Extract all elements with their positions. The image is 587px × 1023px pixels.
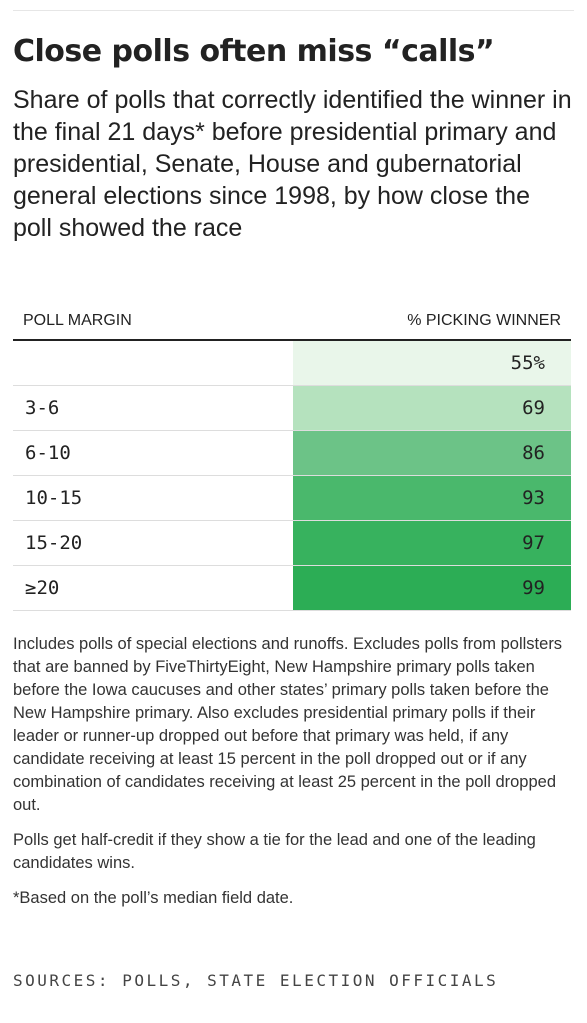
footnote-field-date: *Based on the poll’s median field date. [13,889,294,907]
picking-winner-value: 86 [522,442,545,464]
sources-line: SOURCES: POLLS, STATE ELECTION OFFICIALS [13,971,499,990]
table-row: 3-6 69 [13,386,571,431]
row-divider [13,610,571,611]
picking-winner-value: 93 [522,487,545,509]
chart-subtitle: Share of polls that correctly identified… [13,86,572,242]
picking-winner-value: 97 [522,532,545,554]
value-cell [293,476,571,521]
header-rule [13,339,571,341]
value-cell [293,521,571,566]
row-divider [13,565,571,566]
poll-margin-label: 10-15 [25,487,83,509]
chart-title: Close polls often miss “calls” [13,34,495,69]
row-divider [13,520,571,521]
picking-winner-value: 55% [510,352,545,374]
results-table: POLL MARGIN % PICKING WINNER 55% 3-6 69 6-1… [13,308,571,611]
value-cell [293,566,571,611]
row-divider [13,385,571,386]
poll-margin-label: 15-20 [25,532,83,554]
top-divider [13,10,574,11]
picking-winner-value: 69 [522,397,545,419]
value-cell [293,386,571,431]
poll-margin-label: ≥20 [25,577,60,599]
table-row: 55% [13,341,571,386]
table-row: ≥20 99 [13,566,571,611]
value-cell [293,341,571,386]
column-header-picking-winner: % PICKING WINNER [407,312,561,329]
table-row: 10-15 93 [13,476,571,521]
column-header-poll-margin: POLL MARGIN [23,312,132,329]
footnote-half-credit: Polls get half-credit if they show a tie… [13,831,536,872]
poll-margin-label: 3-6 [25,397,60,419]
footnote-exclusions: Includes polls of special elections and … [13,635,563,814]
table-body: 55% 3-6 69 6-10 86 10-15 93 15-20 97 ≥20 99 [13,341,571,611]
row-divider [13,475,571,476]
table-row: 6-10 86 [13,431,571,476]
picking-winner-value: 99 [522,577,545,599]
row-divider [13,430,571,431]
table-row: 15-20 97 [13,521,571,566]
poll-margin-label: 6-10 [25,442,71,464]
table-header: POLL MARGIN % PICKING WINNER [13,308,571,339]
footnotes: Includes polls of special elections and … [13,633,573,922]
value-cell [293,431,571,476]
